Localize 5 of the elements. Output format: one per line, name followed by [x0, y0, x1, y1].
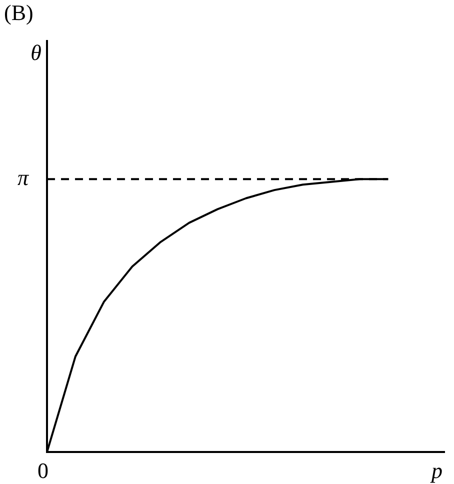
text: θ [30, 40, 42, 65]
x-axis-title: p [430, 458, 442, 483]
chart-title: (B) [4, 0, 34, 25]
text: 0 [38, 458, 48, 483]
ref-line-label: π [17, 164, 30, 190]
